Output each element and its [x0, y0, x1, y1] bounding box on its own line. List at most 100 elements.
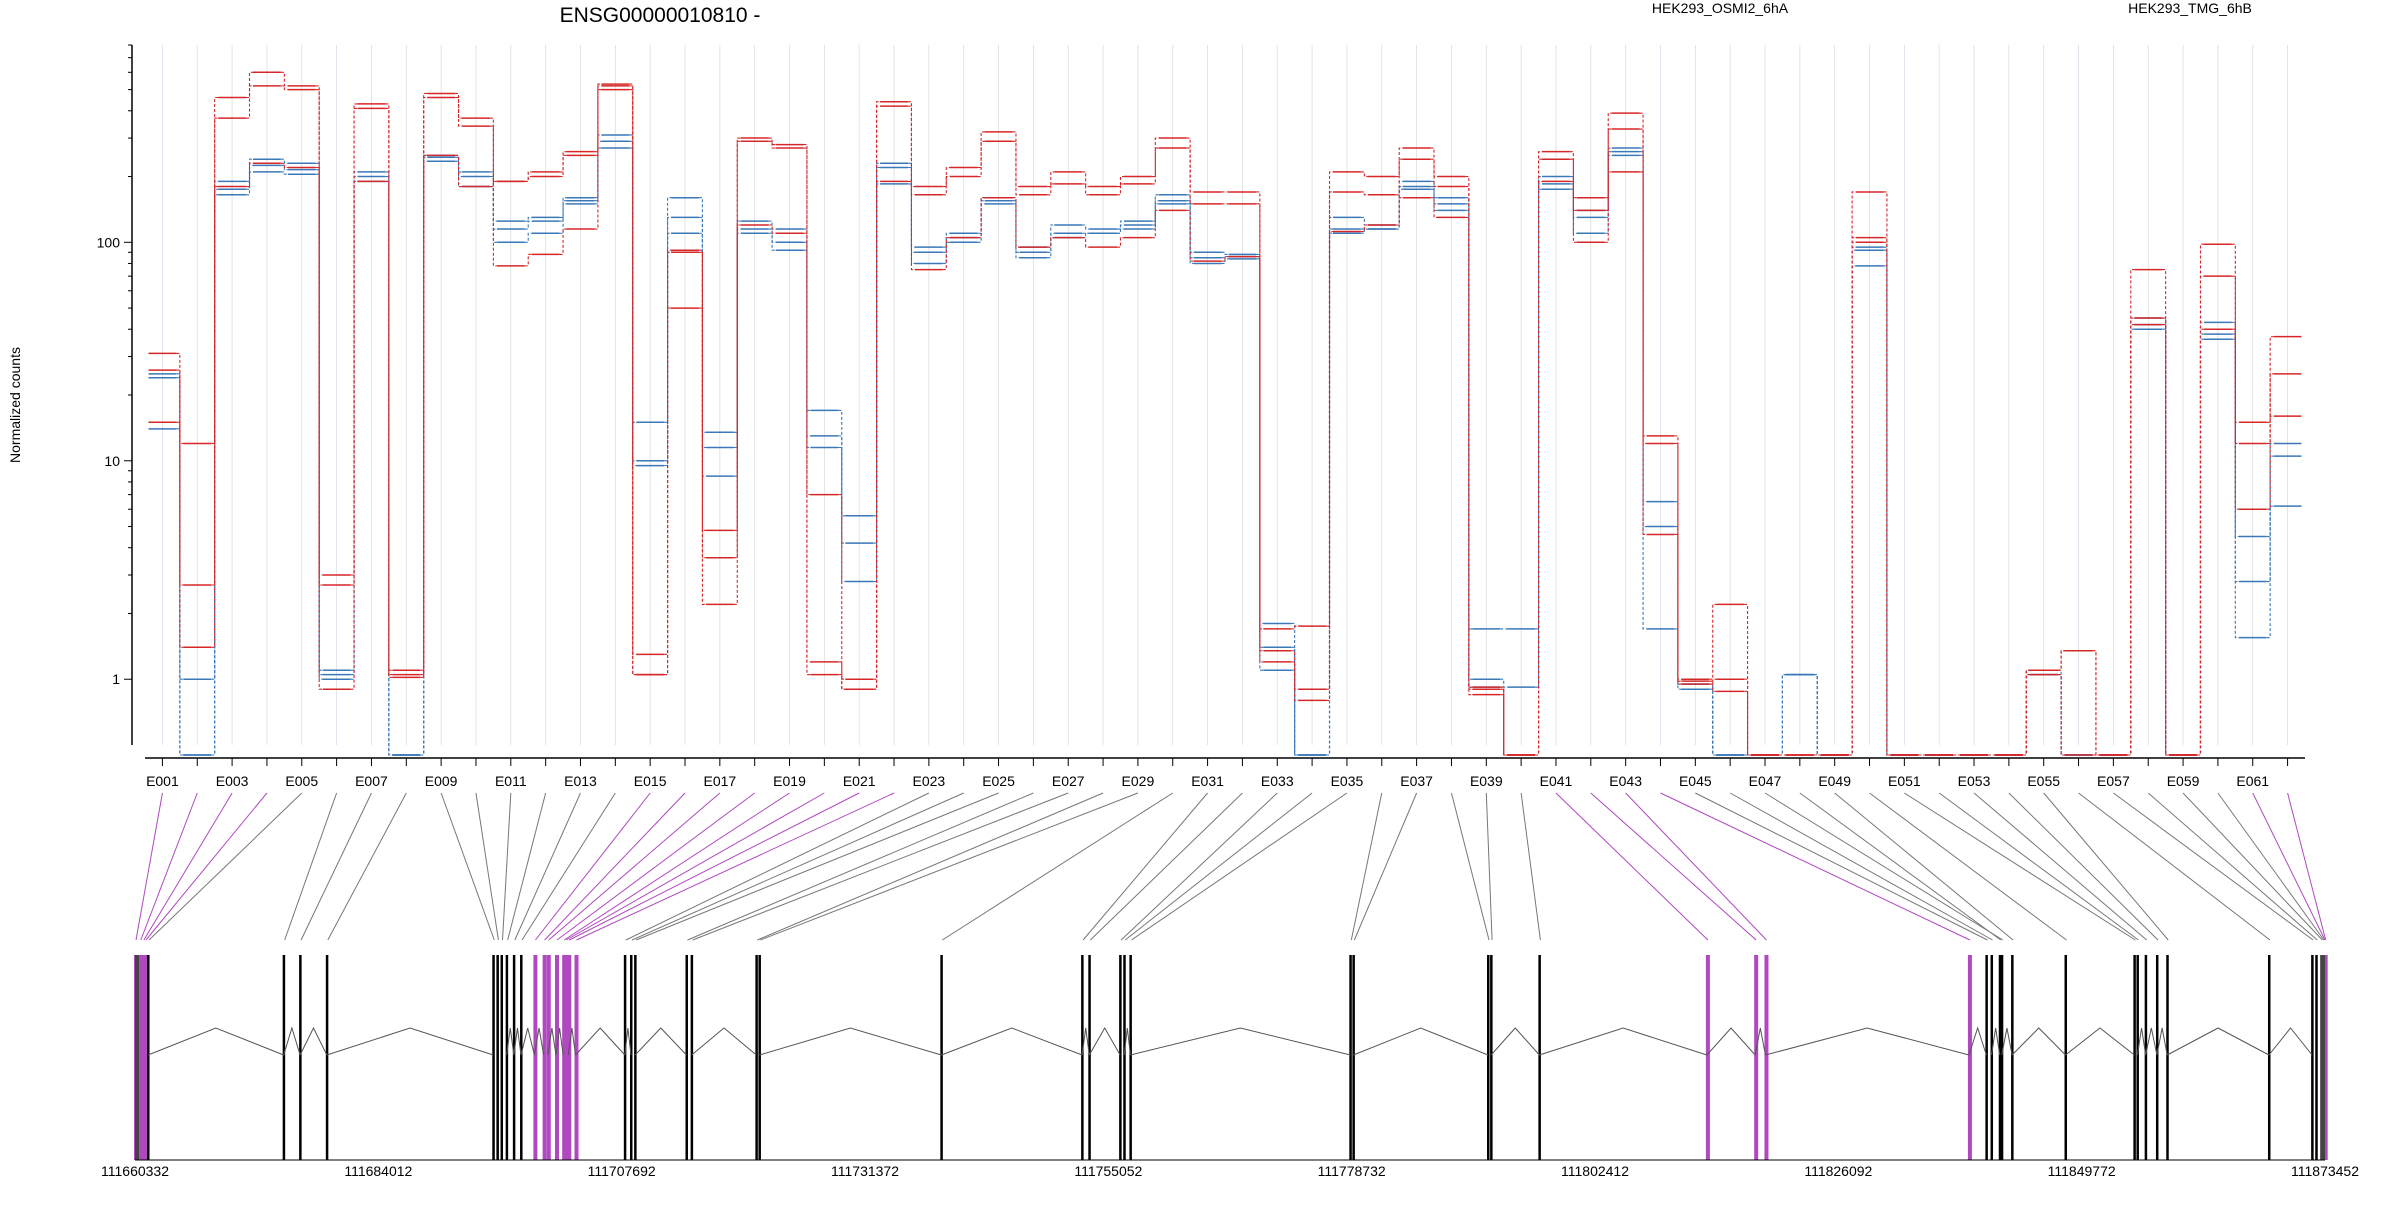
series-connector [559, 151, 567, 173]
series-HEK293_TMG_6hB [148, 147, 2302, 756]
exon-block [512, 955, 516, 1160]
series-connector [838, 446, 846, 583]
series-connector [385, 180, 393, 678]
series-connector [907, 180, 915, 271]
exon-block [1119, 955, 1122, 1160]
intron-line [567, 1027, 577, 1056]
series-connector [1082, 171, 1090, 188]
exon-label: E033 [1261, 773, 1294, 789]
series-connector [350, 103, 358, 576]
series-connector [1465, 175, 1473, 690]
exon-connector [2078, 792, 2271, 941]
series-connector [1604, 128, 1612, 211]
exon-connector [1124, 792, 1313, 941]
series-connector [907, 105, 915, 196]
series-connector [803, 232, 811, 676]
series-connector [1326, 191, 1333, 690]
series-connector [1151, 147, 1159, 185]
exon-block [138, 955, 143, 1160]
exon-block [325, 955, 329, 1160]
exon-block [2311, 955, 2314, 1160]
exon-block [1538, 955, 1541, 1160]
exon-label: E059 [2167, 773, 2200, 789]
series-connector [2092, 650, 2100, 756]
exon-block [758, 955, 761, 1160]
series-connector [594, 89, 602, 156]
exon-connector [145, 792, 268, 941]
y-axis: 1 10 100 [97, 44, 133, 745]
y-tick-label: 10 [104, 453, 120, 469]
series-connector [1186, 209, 1194, 262]
exon-block [2155, 955, 2159, 1160]
exon-label: E019 [773, 773, 806, 789]
series-connector [1221, 256, 1229, 259]
exon-block [1349, 955, 1352, 1160]
exon-block [492, 955, 495, 1160]
intron-line [941, 1027, 1083, 1056]
exon-connector [625, 792, 930, 941]
series-connector [1047, 237, 1055, 248]
series-connector [211, 194, 219, 756]
series-connector [803, 228, 811, 411]
series-connector [1082, 224, 1090, 230]
series-connector [2022, 674, 2030, 756]
series-connector [2266, 373, 2274, 445]
series-connector [1221, 251, 1229, 255]
intron-line [2065, 1027, 2135, 1056]
exon-block [496, 955, 499, 1160]
series-connector [1709, 683, 1717, 756]
series-connector [1082, 232, 1090, 239]
exon-connector [760, 792, 1139, 941]
series-connector [1360, 191, 1368, 196]
genomic-tick-label: 111755052 [1074, 1163, 1142, 1179]
intron-line [2167, 1027, 2270, 1056]
genomic-tick-label: 111707692 [588, 1163, 656, 1179]
exon-label: E027 [1052, 773, 1085, 789]
series-connector [524, 175, 532, 182]
series-connector [1778, 674, 1786, 756]
exon-connector [1350, 792, 1383, 941]
series-connector [768, 224, 776, 234]
genomic-tick-label: 111731372 [831, 1163, 899, 1179]
series-connector [1151, 200, 1159, 226]
exon-block [147, 955, 150, 1160]
series-connector [1360, 224, 1368, 233]
series-connector [1256, 203, 1264, 652]
exon-connector [1590, 792, 1757, 941]
series-connector [489, 171, 497, 222]
exon-label: E035 [1331, 773, 1364, 789]
intron-line [533, 1027, 545, 1056]
legend-label-osmi2: HEK293_OSMI2_6hA [1652, 0, 1789, 16]
exon-label: E025 [982, 773, 1015, 789]
series-HEK293_TMG_6hB [148, 140, 2302, 756]
intron-line [2145, 1027, 2158, 1056]
series-lines [148, 71, 2302, 756]
series-connector [1430, 185, 1438, 205]
series-connector [1256, 253, 1264, 625]
exon-connector [569, 792, 860, 941]
series-connector [1256, 256, 1264, 630]
series-connector [524, 232, 532, 243]
intron-line [1088, 1026, 1121, 1056]
exon-block [2136, 955, 2139, 1160]
exon-connector [1660, 792, 1971, 941]
intron-line [2001, 1027, 2013, 1056]
series-connector [594, 85, 602, 230]
series-connector [1500, 678, 1508, 688]
series-connector [1430, 197, 1438, 218]
exon-connector [556, 792, 755, 941]
exon-label: E001 [146, 773, 179, 789]
intron-line [759, 1027, 942, 1056]
intron-line [1490, 1027, 1540, 1056]
chart-title: ENSG00000010810 - [560, 4, 761, 27]
exon-connector [2217, 792, 2325, 941]
series-connector [211, 185, 219, 648]
series-connector [350, 180, 358, 690]
exon-label: E005 [285, 773, 318, 789]
exon-block [135, 955, 139, 1160]
series-connector [1117, 183, 1124, 196]
exon-block [1081, 955, 1084, 1160]
series-connector [2127, 324, 2135, 756]
exon-connector [2182, 792, 2323, 941]
exon-connector [535, 792, 651, 941]
